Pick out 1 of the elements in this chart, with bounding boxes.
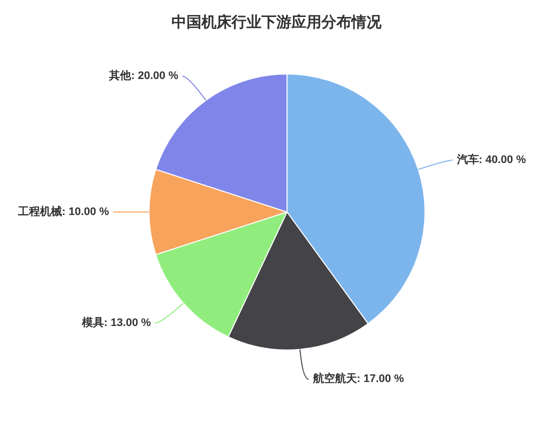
title: 中国机床行业下游应用分布情况: [172, 14, 382, 31]
